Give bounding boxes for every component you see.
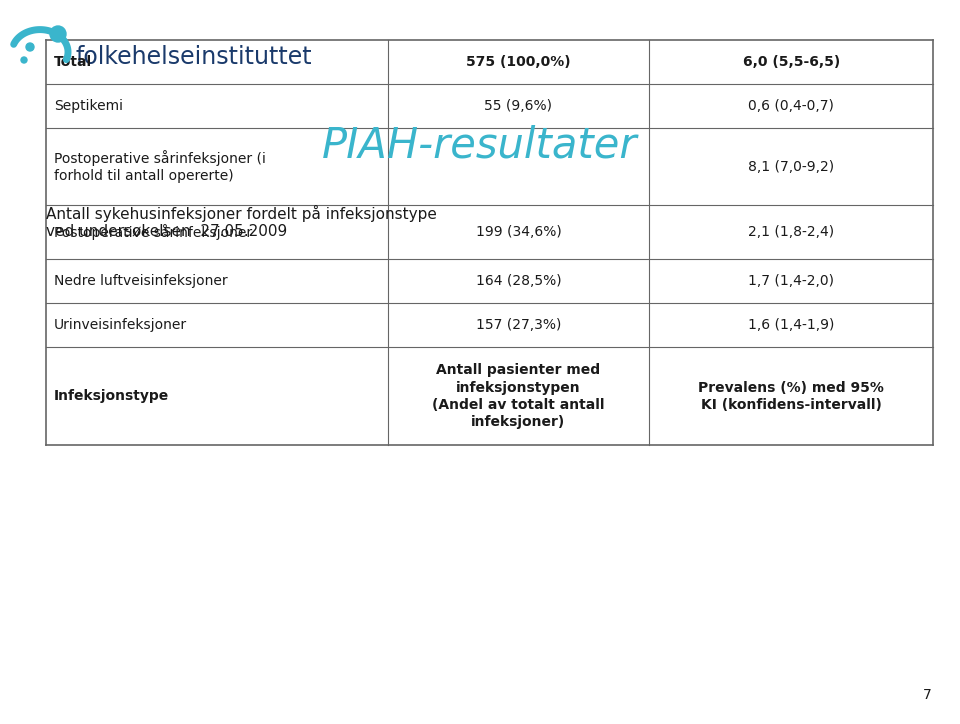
Text: 6,0 (5,5-6,5): 6,0 (5,5-6,5) — [743, 55, 840, 69]
Text: Prevalens (%) med 95%
KI (konfidens-intervall): Prevalens (%) med 95% KI (konfidens-inte… — [698, 381, 884, 412]
Text: 1,6 (1,4-1,9): 1,6 (1,4-1,9) — [748, 319, 834, 332]
Text: 575 (100,0%): 575 (100,0%) — [467, 55, 571, 69]
Text: 0,6 (0,4-0,7): 0,6 (0,4-0,7) — [748, 99, 834, 113]
Text: Infeksjonstype: Infeksjonstype — [54, 390, 169, 403]
Circle shape — [21, 57, 27, 63]
Text: ved undersøkelsen  27.05.2009: ved undersøkelsen 27.05.2009 — [46, 223, 287, 238]
Text: 157 (27,3%): 157 (27,3%) — [476, 319, 561, 332]
Text: Postoperative sårinfeksjoner: Postoperative sårinfeksjoner — [54, 224, 252, 240]
Text: folkehelseinstituttet: folkehelseinstituttet — [75, 45, 312, 69]
Text: Antall sykehusinfeksjoner fordelt på infeksjonstype: Antall sykehusinfeksjoner fordelt på inf… — [46, 205, 437, 222]
Text: 8,1 (7,0-9,2): 8,1 (7,0-9,2) — [748, 160, 834, 174]
Text: Urinveisinfeksjoner: Urinveisinfeksjoner — [54, 319, 187, 332]
Text: 55 (9,6%): 55 (9,6%) — [485, 99, 552, 113]
Text: Antall pasienter med
infeksjonstypen
(Andel av totalt antall
infeksjoner): Antall pasienter med infeksjonstypen (An… — [432, 363, 605, 429]
Circle shape — [50, 26, 66, 42]
Text: Postoperative sårinfeksjoner (i
forhold til antall opererte): Postoperative sårinfeksjoner (i forhold … — [54, 150, 266, 183]
Text: Septikemi: Septikemi — [54, 99, 123, 113]
Text: 1,7 (1,4-2,0): 1,7 (1,4-2,0) — [748, 274, 834, 288]
Text: Nedre luftveisinfeksjoner: Nedre luftveisinfeksjoner — [54, 274, 228, 288]
Text: Total: Total — [54, 55, 92, 69]
Text: PIAH-resultater: PIAH-resultater — [323, 124, 637, 166]
Text: 7: 7 — [923, 689, 931, 702]
Circle shape — [26, 43, 34, 51]
Text: 164 (28,5%): 164 (28,5%) — [475, 274, 562, 288]
Text: 199 (34,6%): 199 (34,6%) — [475, 225, 562, 239]
Text: 2,1 (1,8-2,4): 2,1 (1,8-2,4) — [748, 225, 834, 239]
